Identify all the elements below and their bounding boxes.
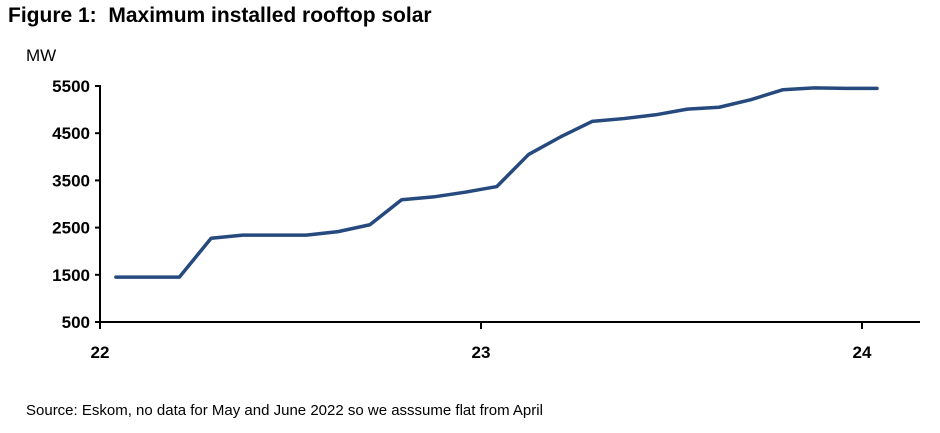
y-tick-label: 500 bbox=[62, 313, 90, 332]
line-chart: 500 1500 2500 3500 4500 5500 22 23 24 bbox=[52, 77, 920, 362]
chart-title: Figure 1: Maximum installed rooftop sola… bbox=[8, 4, 432, 27]
x-tick-label: 22 bbox=[91, 343, 110, 362]
x-tick-label: 23 bbox=[472, 343, 491, 362]
source-note: Source: Eskom, no data for May and June … bbox=[26, 402, 543, 419]
y-axis-label: MW bbox=[26, 46, 57, 65]
y-tick-label: 5500 bbox=[52, 77, 90, 96]
x-tick-label: 24 bbox=[853, 343, 872, 362]
y-tick-label: 4500 bbox=[52, 124, 90, 143]
y-tick-label: 2500 bbox=[52, 219, 90, 238]
series-line bbox=[114, 86, 879, 279]
y-tick-label: 3500 bbox=[52, 171, 90, 190]
y-tick-label: 1500 bbox=[52, 266, 90, 285]
